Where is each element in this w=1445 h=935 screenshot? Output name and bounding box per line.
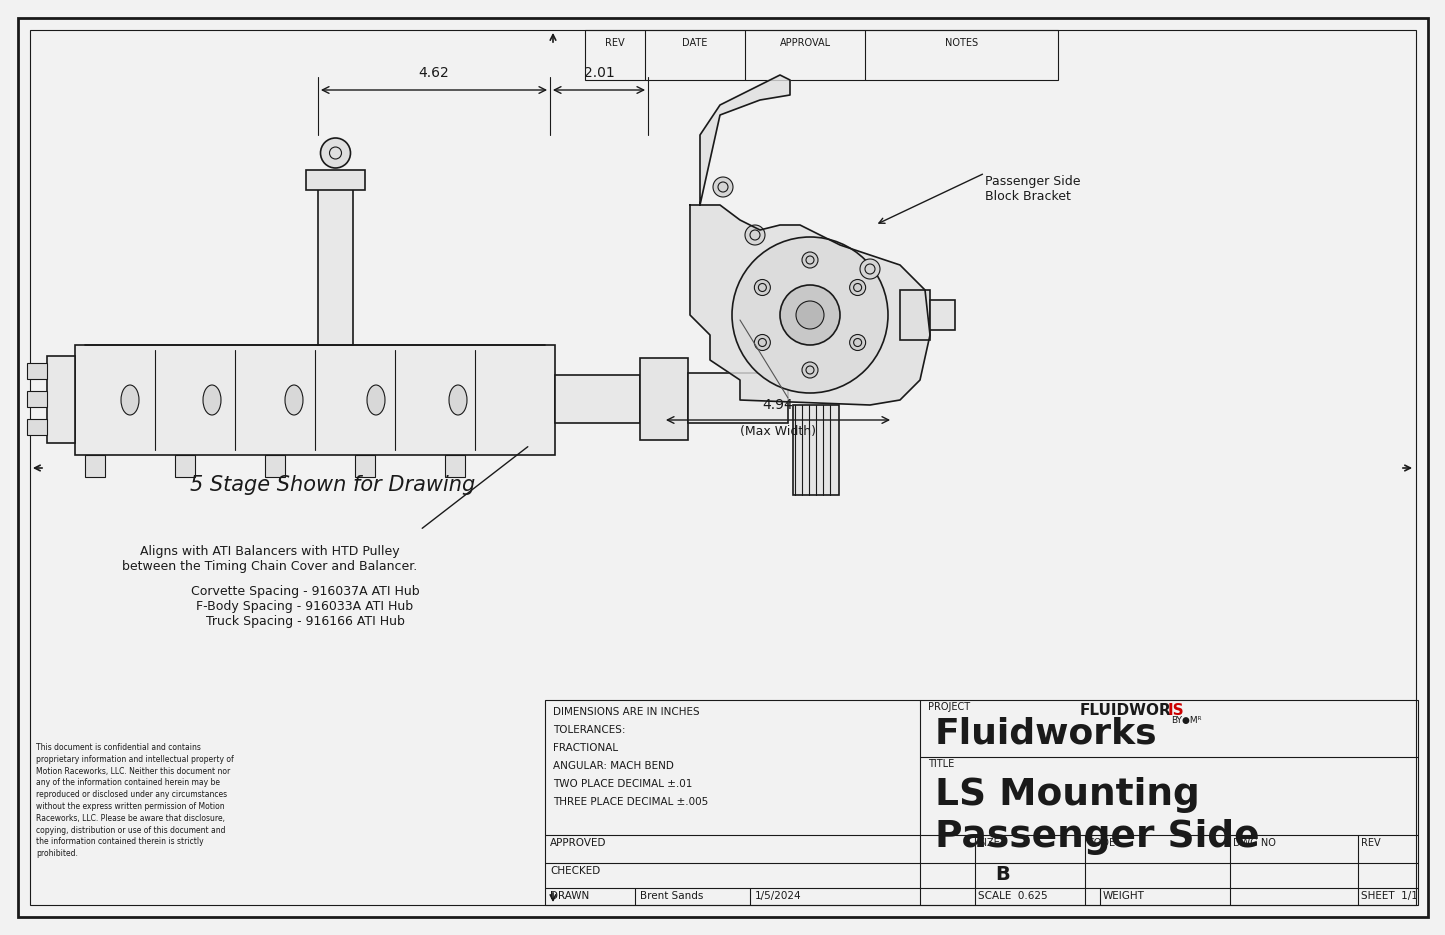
Ellipse shape (121, 385, 139, 415)
Ellipse shape (202, 385, 221, 415)
Circle shape (746, 225, 764, 245)
Text: 2.01: 2.01 (584, 66, 614, 80)
Bar (931, 300, 955, 330)
Circle shape (802, 362, 818, 378)
Text: This document is confidential and contains
proprietary information and intellect: This document is confidential and contai… (36, 743, 234, 858)
Text: Aligns with ATI Balancers with HTD Pulley
between the Timing Chain Cover and Bal: Aligns with ATI Balancers with HTD Pulle… (123, 545, 418, 573)
Text: FLUIDWOR: FLUIDWOR (1079, 703, 1172, 718)
Text: Brent Sands: Brent Sands (640, 891, 704, 901)
Circle shape (850, 335, 866, 351)
Circle shape (796, 301, 824, 329)
Text: SCALE  0.625: SCALE 0.625 (978, 891, 1048, 901)
Bar (585, 30, 1058, 80)
Text: Corvette Spacing - 916037A ATI Hub
F-Body Spacing - 916033A ATI Hub
Truck Spacin: Corvette Spacing - 916037A ATI Hub F-Bod… (191, 585, 419, 628)
Bar (27, 419, 48, 435)
Text: ANGULAR: MACH BEND: ANGULAR: MACH BEND (553, 761, 673, 771)
Text: TITLE: TITLE (928, 759, 954, 769)
Circle shape (802, 252, 818, 268)
Text: Passenger Side
Block Bracket: Passenger Side Block Bracket (985, 175, 1081, 203)
Ellipse shape (367, 385, 384, 415)
Ellipse shape (285, 385, 303, 415)
Text: REV: REV (1361, 838, 1380, 848)
Bar (175, 455, 195, 477)
Text: DATE: DATE (682, 38, 708, 48)
Bar (793, 405, 840, 495)
Text: THREE PLACE DECIMAL ±.005: THREE PLACE DECIMAL ±.005 (553, 797, 708, 807)
Circle shape (712, 177, 733, 197)
Bar (27, 363, 48, 379)
Bar (264, 455, 285, 477)
Text: CHECKED: CHECKED (551, 866, 600, 876)
Text: SHEET  1/1: SHEET 1/1 (1361, 891, 1418, 901)
Circle shape (754, 335, 770, 351)
Bar (85, 455, 105, 477)
Text: TOLERANCES:: TOLERANCES: (553, 725, 626, 735)
Text: APPROVED: APPROVED (551, 838, 607, 848)
Circle shape (860, 259, 880, 279)
Text: IS: IS (1168, 703, 1185, 718)
Text: (Max Width): (Max Width) (740, 425, 816, 438)
Text: NOTES: NOTES (945, 38, 978, 48)
Circle shape (850, 280, 866, 295)
Text: 4.62: 4.62 (419, 66, 449, 80)
Text: DWG NO: DWG NO (1233, 838, 1276, 848)
Bar (75, 345, 555, 455)
Bar (318, 175, 353, 345)
Bar (555, 375, 640, 423)
Bar (27, 391, 48, 407)
Text: WEIGHT: WEIGHT (1103, 891, 1144, 901)
Circle shape (321, 138, 351, 168)
Polygon shape (699, 75, 790, 205)
Text: CODE: CODE (1088, 838, 1116, 848)
Text: B: B (996, 865, 1010, 884)
Bar (545, 700, 1418, 905)
Bar (688, 373, 788, 423)
Circle shape (754, 280, 770, 295)
Text: SIZE: SIZE (978, 838, 1000, 848)
Text: APPROVAL: APPROVAL (779, 38, 831, 48)
Ellipse shape (449, 385, 467, 415)
Bar (355, 455, 376, 477)
Bar (306, 170, 366, 190)
Text: LS Mounting: LS Mounting (935, 777, 1199, 813)
Text: FRACTIONAL: FRACTIONAL (553, 743, 618, 753)
Text: BY●Mᴿ: BY●Mᴿ (1170, 716, 1201, 725)
Text: DIMENSIONS ARE IN INCHES: DIMENSIONS ARE IN INCHES (553, 707, 699, 717)
Circle shape (733, 237, 889, 393)
Text: REV: REV (605, 38, 624, 48)
Polygon shape (691, 205, 931, 405)
Circle shape (780, 285, 840, 345)
Text: PROJECT: PROJECT (928, 702, 970, 712)
Text: 5 Stage Shown for Drawing: 5 Stage Shown for Drawing (189, 475, 475, 495)
Bar (640, 358, 688, 440)
Text: Fluidworks: Fluidworks (935, 717, 1157, 751)
Text: TWO PLACE DECIMAL ±.01: TWO PLACE DECIMAL ±.01 (553, 779, 692, 789)
Bar (445, 455, 465, 477)
Text: Passenger Side: Passenger Side (935, 819, 1260, 855)
Bar (900, 290, 931, 340)
Text: 1/5/2024: 1/5/2024 (754, 891, 802, 901)
Text: 4.94: 4.94 (763, 398, 793, 412)
Bar (48, 356, 75, 443)
Text: DRAWN: DRAWN (551, 891, 590, 901)
